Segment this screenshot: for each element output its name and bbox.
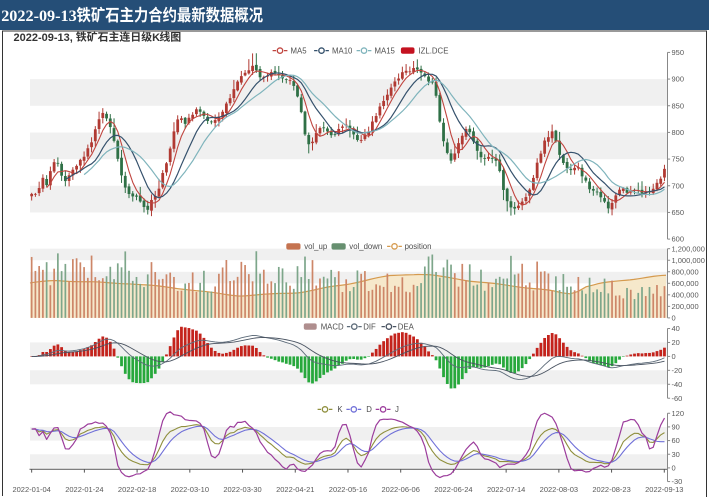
- svg-text:400,000: 400,000: [672, 290, 699, 299]
- svg-text:J: J: [395, 405, 399, 414]
- svg-text:650: 650: [672, 208, 685, 217]
- svg-text:2022-06-06: 2022-06-06: [382, 485, 420, 494]
- svg-text:-30: -30: [672, 477, 683, 486]
- svg-text:2022-05-16: 2022-05-16: [329, 485, 367, 494]
- svg-text:2022-01-04: 2022-01-04: [12, 485, 50, 494]
- svg-text:2022-09-13,: 2022-09-13,: [14, 32, 73, 44]
- svg-text:MA15: MA15: [375, 46, 396, 55]
- svg-text:2022-08-03: 2022-08-03: [540, 485, 578, 494]
- svg-text:950: 950: [672, 48, 685, 57]
- svg-text:60: 60: [672, 436, 680, 445]
- svg-text:30: 30: [672, 450, 680, 459]
- svg-text:200,000: 200,000: [672, 302, 699, 311]
- svg-text:1,200,000: 1,200,000: [672, 244, 705, 253]
- svg-text:D: D: [366, 405, 372, 414]
- svg-text:vol_up: vol_up: [304, 242, 328, 251]
- svg-text:40: 40: [672, 324, 680, 333]
- svg-text:1,000,000: 1,000,000: [672, 256, 705, 265]
- svg-text:2022-08-23: 2022-08-23: [592, 485, 630, 494]
- svg-text:MA10: MA10: [332, 46, 353, 55]
- svg-text:MACD: MACD: [321, 322, 344, 331]
- svg-text:2022-06-24: 2022-06-24: [434, 485, 472, 494]
- svg-text:800,000: 800,000: [672, 267, 699, 276]
- svg-text:0: 0: [672, 464, 676, 473]
- svg-text:-60: -60: [672, 394, 683, 403]
- svg-text:2022-02-18: 2022-02-18: [118, 485, 156, 494]
- svg-text:-40: -40: [672, 380, 683, 389]
- svg-text:0: 0: [672, 314, 676, 323]
- svg-text:K: K: [337, 405, 343, 414]
- svg-text:-20: -20: [672, 366, 683, 375]
- svg-text:2022-03-30: 2022-03-30: [223, 485, 261, 494]
- svg-text:900: 900: [672, 75, 685, 84]
- svg-text:0: 0: [672, 352, 676, 361]
- svg-text:600,000: 600,000: [672, 279, 699, 288]
- svg-text:position: position: [405, 242, 432, 251]
- svg-text:2022-07-14: 2022-07-14: [487, 485, 525, 494]
- svg-text:2022-03-10: 2022-03-10: [171, 485, 209, 494]
- svg-text:2022-04-21: 2022-04-21: [276, 485, 314, 494]
- svg-text:120: 120: [672, 409, 685, 418]
- svg-text:K: K: [152, 32, 160, 44]
- svg-text:20: 20: [672, 338, 680, 347]
- svg-text:800: 800: [672, 128, 685, 137]
- svg-text:600: 600: [672, 235, 685, 244]
- svg-text:vol_down: vol_down: [349, 242, 382, 251]
- svg-text:700: 700: [672, 181, 685, 190]
- svg-text:2022-01-24: 2022-01-24: [65, 485, 103, 494]
- svg-text:IZL.DCE: IZL.DCE: [419, 46, 449, 55]
- svg-text:750: 750: [672, 155, 685, 164]
- svg-text:DIF: DIF: [363, 322, 376, 331]
- svg-text:DEA: DEA: [398, 322, 415, 331]
- svg-text:2022-09-13: 2022-09-13: [1, 7, 77, 25]
- svg-text:MA5: MA5: [291, 46, 308, 55]
- svg-text:2022-09-13: 2022-09-13: [645, 485, 683, 494]
- svg-text:850: 850: [672, 101, 685, 110]
- svg-text:90: 90: [672, 423, 680, 432]
